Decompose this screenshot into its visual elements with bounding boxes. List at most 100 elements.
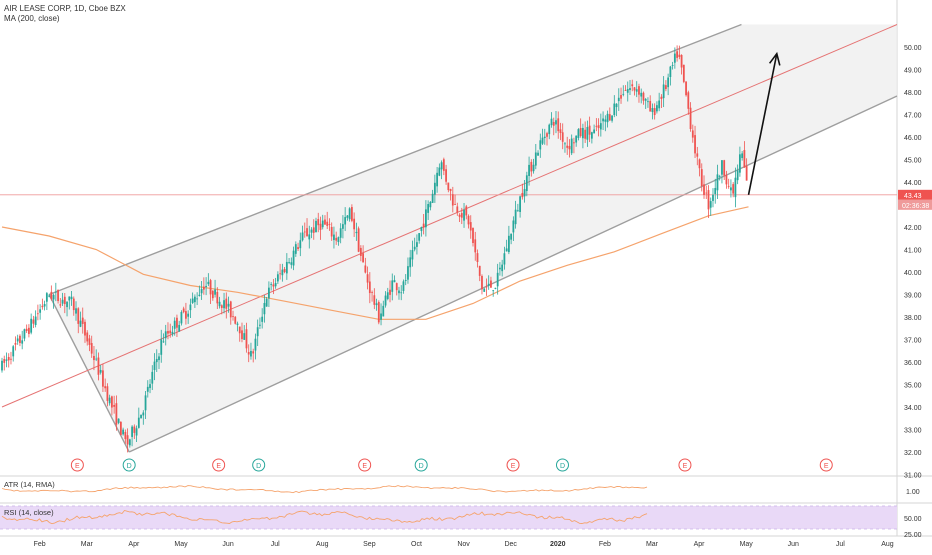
candle-body bbox=[189, 304, 192, 311]
candle-body bbox=[95, 358, 98, 360]
candle-body bbox=[442, 159, 445, 171]
event-marker-circle bbox=[506, 458, 520, 472]
candle-body bbox=[622, 93, 625, 95]
candle-body bbox=[324, 219, 326, 225]
event-marker-label: E bbox=[683, 463, 688, 470]
candle-body bbox=[319, 223, 322, 230]
candle-body bbox=[712, 194, 714, 201]
candle-body bbox=[389, 289, 391, 295]
candle-body bbox=[353, 218, 356, 230]
price-axis: 31.00 32.00 33.00 34.00 35.00 36.00 37.00 38.00… bbox=[898, 45, 932, 539]
rsi-band bbox=[0, 506, 897, 529]
y-tick-label: 48.00 bbox=[904, 90, 922, 97]
candle-body bbox=[151, 371, 154, 384]
candle-body bbox=[474, 239, 477, 253]
candles-layer bbox=[1, 45, 748, 453]
candle-body bbox=[86, 332, 89, 342]
candle-body bbox=[301, 232, 304, 241]
candle-body bbox=[205, 285, 207, 288]
candle-body bbox=[263, 302, 266, 315]
event-marker-circle bbox=[70, 458, 84, 472]
candle-body bbox=[241, 330, 243, 340]
candle-body bbox=[337, 237, 340, 243]
candle-body bbox=[647, 101, 649, 103]
event-marker-label: E bbox=[362, 463, 367, 470]
ma-legend[interactable]: MA (200, close) bbox=[4, 14, 60, 23]
candle-body bbox=[1, 360, 3, 371]
candle-body bbox=[124, 431, 127, 440]
candle-body bbox=[620, 95, 622, 99]
candle-body bbox=[198, 294, 201, 297]
candle-body bbox=[644, 99, 647, 101]
candle-body bbox=[220, 305, 223, 308]
candle-body bbox=[236, 323, 239, 325]
candle-body bbox=[662, 84, 665, 99]
y-tick-label: 33.00 bbox=[904, 428, 922, 435]
channel-mid-line bbox=[1, 24, 898, 408]
candle-body bbox=[373, 295, 376, 305]
event-marker-e: E bbox=[506, 458, 520, 472]
symbol-title[interactable]: AIR LEASE CORP, 1D, Cboe BZX bbox=[4, 4, 126, 13]
candle-body bbox=[117, 418, 120, 423]
candle-body bbox=[137, 417, 140, 428]
candle-body bbox=[66, 301, 68, 308]
candle-body bbox=[613, 103, 616, 116]
x-tick-label: Mar bbox=[81, 541, 94, 548]
candle-body bbox=[449, 189, 452, 191]
x-tick-label: May bbox=[740, 541, 754, 548]
candle-body bbox=[485, 286, 488, 288]
candle-body bbox=[691, 130, 694, 138]
candle-body bbox=[570, 138, 573, 154]
candle-body bbox=[283, 269, 286, 273]
candle-body bbox=[25, 328, 28, 332]
event-marker-e: E bbox=[212, 458, 226, 472]
candle-body bbox=[579, 128, 582, 137]
candle-body bbox=[689, 107, 692, 130]
candle-body bbox=[211, 290, 214, 299]
candle-body bbox=[21, 340, 24, 344]
candle-body bbox=[550, 118, 553, 126]
candle-body bbox=[216, 291, 219, 304]
candle-body bbox=[294, 244, 297, 254]
y-tick-label: 41.00 bbox=[904, 248, 922, 255]
candle-body bbox=[268, 287, 270, 299]
candle-body bbox=[254, 338, 257, 351]
candle-body bbox=[411, 250, 414, 260]
candle-body bbox=[3, 359, 6, 363]
event-marker-e: E bbox=[358, 458, 372, 472]
candle-body bbox=[342, 224, 344, 229]
candle-body bbox=[368, 281, 371, 294]
candle-body bbox=[696, 153, 699, 157]
candle-body bbox=[285, 261, 288, 274]
candle-body bbox=[202, 286, 205, 290]
candle-body bbox=[707, 190, 710, 210]
time-axis: Feb Mar Apr May Jun Jul Aug Sep Oct Nov Dec 2020 Feb… bbox=[34, 541, 894, 548]
candle-body bbox=[366, 274, 369, 283]
candle-body bbox=[669, 66, 672, 77]
candle-body bbox=[384, 295, 387, 306]
candle-body bbox=[191, 298, 194, 303]
rsi-label[interactable]: RSI (14, close) bbox=[4, 508, 54, 517]
atr-label[interactable]: ATR (14, RMA) bbox=[4, 480, 55, 489]
candle-body bbox=[386, 292, 389, 299]
candle-body bbox=[19, 335, 21, 344]
candle-body bbox=[530, 161, 533, 172]
x-tick-label: Apr bbox=[128, 541, 140, 548]
y-tick-label: 47.00 bbox=[904, 113, 922, 120]
candle-body bbox=[339, 228, 342, 238]
candle-body bbox=[673, 53, 676, 63]
candle-body bbox=[743, 150, 746, 168]
candle-body bbox=[39, 309, 42, 313]
candle-body bbox=[555, 120, 557, 125]
candle-body bbox=[398, 290, 400, 294]
candle-body bbox=[730, 187, 732, 191]
arrow-line bbox=[747, 53, 778, 195]
candle-body bbox=[274, 282, 277, 287]
candle-body bbox=[7, 356, 10, 361]
candle-body bbox=[377, 302, 380, 323]
candle-body bbox=[510, 233, 513, 240]
event-marker-circle bbox=[555, 458, 569, 472]
event-marker-circle bbox=[414, 458, 428, 472]
candle-body bbox=[649, 101, 652, 112]
